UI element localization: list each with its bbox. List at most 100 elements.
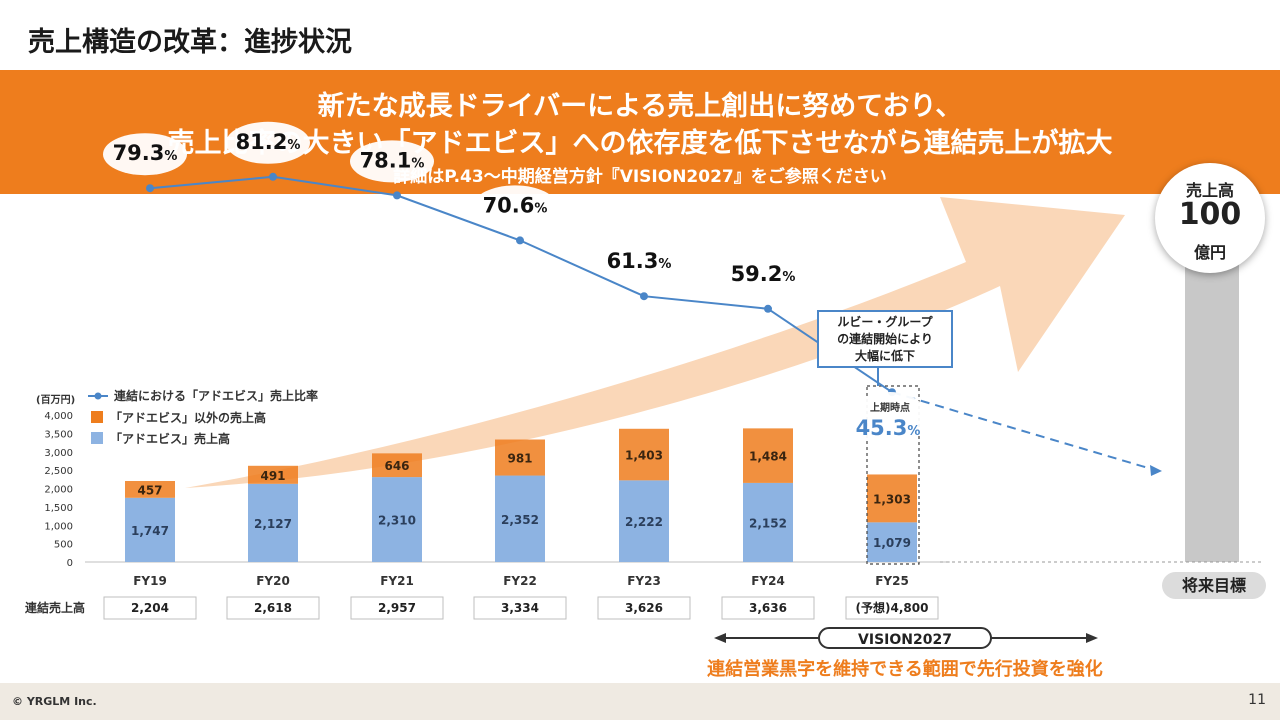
bar-label-adebis: 2,152 bbox=[749, 516, 787, 530]
bar-other bbox=[248, 465, 298, 484]
bar-label-other: 1,484 bbox=[749, 450, 787, 464]
ratio-label-bubble bbox=[597, 241, 681, 284]
legend-ratio: 連結における「アドエビス」売上比率 bbox=[114, 388, 318, 403]
consolidated-value: 2,957 bbox=[378, 601, 416, 615]
legend-line-dot bbox=[94, 392, 102, 400]
legend-adebis: 「アドエビス」売上高 bbox=[110, 431, 230, 446]
growth-arrow bbox=[185, 197, 1125, 488]
ratio-point bbox=[640, 292, 648, 301]
bar-label-other: 646 bbox=[384, 459, 409, 473]
ratio-label: 81.2% bbox=[236, 130, 301, 154]
x-tick-label: FY22 bbox=[503, 574, 537, 588]
target-unit: 億円 bbox=[1193, 243, 1226, 262]
consolidated-cell bbox=[845, 596, 939, 620]
bar-label-other: 1,403 bbox=[625, 449, 663, 463]
bar-label-adebis: 2,310 bbox=[378, 514, 416, 528]
legend-adebis-swatch bbox=[91, 432, 103, 444]
ratio-point bbox=[269, 172, 277, 181]
slide-title: 売上構造の改革：進捗状況 bbox=[28, 27, 352, 58]
consolidated-row-label: 連結売上高 bbox=[25, 600, 85, 615]
bar-label-adebis: 2,352 bbox=[501, 513, 539, 527]
banner-line-3: 詳細はP.43～中期経営方針『VISION2027』をご参照ください bbox=[393, 167, 887, 187]
bar-other bbox=[372, 453, 422, 478]
bar-other bbox=[743, 428, 793, 483]
target-badge: 売上高 100 億円 bbox=[1155, 163, 1265, 273]
legend-other-swatch bbox=[91, 411, 103, 423]
banner-line-1: 新たな成長ドライバーによる売上創出に努めており、 bbox=[317, 91, 963, 122]
bar-adebis bbox=[495, 475, 545, 562]
bar-label-adebis: 1,747 bbox=[131, 524, 169, 538]
x-tick-label: FY25 bbox=[875, 574, 909, 588]
copyright: © YRGLM Inc. bbox=[12, 695, 97, 708]
ratio-label-bubble bbox=[473, 185, 557, 228]
note-line: ルビー・グループ bbox=[837, 315, 933, 329]
policy-text: 連結営業黒字を維持できる範囲で先行投資を強化 bbox=[707, 659, 1103, 680]
note-line: の連結開始により bbox=[837, 332, 933, 346]
ratio-point bbox=[516, 236, 524, 245]
y-tick-label: 2,000 bbox=[44, 485, 73, 496]
bar-label-other: 457 bbox=[137, 483, 162, 497]
consolidated-value: 3,334 bbox=[501, 601, 539, 615]
consolidated-cell bbox=[226, 596, 320, 620]
y-tick-label: 3,500 bbox=[44, 429, 73, 440]
ratio-label: 70.6% bbox=[483, 193, 548, 217]
ratio-label-bubble bbox=[103, 133, 187, 176]
note-callout: ルビー・グループ の連結開始により 大幅に低下 bbox=[817, 310, 953, 368]
vision-arrow-right bbox=[1086, 633, 1098, 643]
bar-other bbox=[867, 474, 917, 523]
bar-label-adebis: 1,079 bbox=[873, 536, 911, 550]
consolidated-cell bbox=[597, 596, 691, 620]
bar-label-adebis: 2,127 bbox=[254, 517, 292, 531]
y-unit-label: (百万円) bbox=[36, 394, 75, 406]
consolidated-value: 3,636 bbox=[749, 601, 787, 615]
ratio-label-bubble bbox=[852, 392, 928, 444]
ratio-label: 59.2% bbox=[731, 262, 796, 286]
x-tick-label: FY23 bbox=[627, 574, 661, 588]
ratio-label-bubble bbox=[350, 140, 434, 183]
consolidated-value: 3,626 bbox=[625, 601, 663, 615]
bar-label-adebis: 2,222 bbox=[625, 515, 663, 529]
ratio-label: 45.3% bbox=[856, 416, 921, 440]
footer: © YRGLM Inc. 11 bbox=[0, 683, 1280, 720]
x-tick-label: FY20 bbox=[256, 574, 290, 588]
page-number: 11 bbox=[1248, 692, 1266, 708]
ratio-label: 78.1% bbox=[360, 148, 425, 172]
consolidated-cell bbox=[473, 596, 567, 620]
h1-label: 上期時点 bbox=[870, 401, 910, 414]
y-tick-label: 0 bbox=[67, 558, 73, 569]
bar-adebis bbox=[248, 483, 298, 562]
target-caption: 売上高 bbox=[1185, 181, 1234, 200]
y-tick-label: 1,000 bbox=[44, 521, 73, 532]
ratio-forecast-line bbox=[891, 391, 1156, 471]
future-target-label: 将来目標 bbox=[1162, 572, 1266, 599]
ratio-point bbox=[764, 304, 772, 313]
bar-label-other: 981 bbox=[507, 452, 532, 466]
consolidated-value: (予想)4,800 bbox=[856, 600, 929, 615]
bar-adebis bbox=[867, 522, 917, 562]
bar-label-other: 491 bbox=[260, 469, 285, 483]
note-line: 大幅に低下 bbox=[854, 349, 915, 363]
y-tick-label: 3,000 bbox=[44, 448, 73, 459]
headline-banner: 新たな成長ドライバーによる売上創出に努めており、 売上比率の大きい「アドエビス」… bbox=[0, 70, 1280, 194]
consolidated-cell bbox=[350, 596, 444, 620]
vision-arrow-left bbox=[714, 633, 726, 643]
bar-label-other: 1,303 bbox=[873, 492, 911, 506]
target-value: 100 bbox=[1178, 197, 1242, 232]
future-target-bar bbox=[1185, 260, 1239, 562]
consolidated-cell bbox=[721, 596, 815, 620]
bar-adebis bbox=[743, 482, 793, 562]
bar-adebis bbox=[125, 497, 175, 562]
y-tick-label: 500 bbox=[54, 540, 73, 551]
bar-adebis bbox=[619, 480, 669, 562]
x-tick-label: FY24 bbox=[751, 574, 785, 588]
ratio-label-bubble bbox=[226, 121, 310, 164]
legend-other: 「アドエビス」以外の売上高 bbox=[110, 410, 266, 425]
x-tick-label: FY19 bbox=[133, 574, 167, 588]
ratio-label: 61.3% bbox=[607, 249, 672, 273]
bar-other bbox=[495, 439, 545, 476]
consolidated-value: 2,618 bbox=[254, 601, 292, 615]
consolidated-cell bbox=[103, 596, 197, 620]
ratio-label: 79.3% bbox=[113, 141, 178, 165]
y-tick-label: 1,500 bbox=[44, 503, 73, 514]
